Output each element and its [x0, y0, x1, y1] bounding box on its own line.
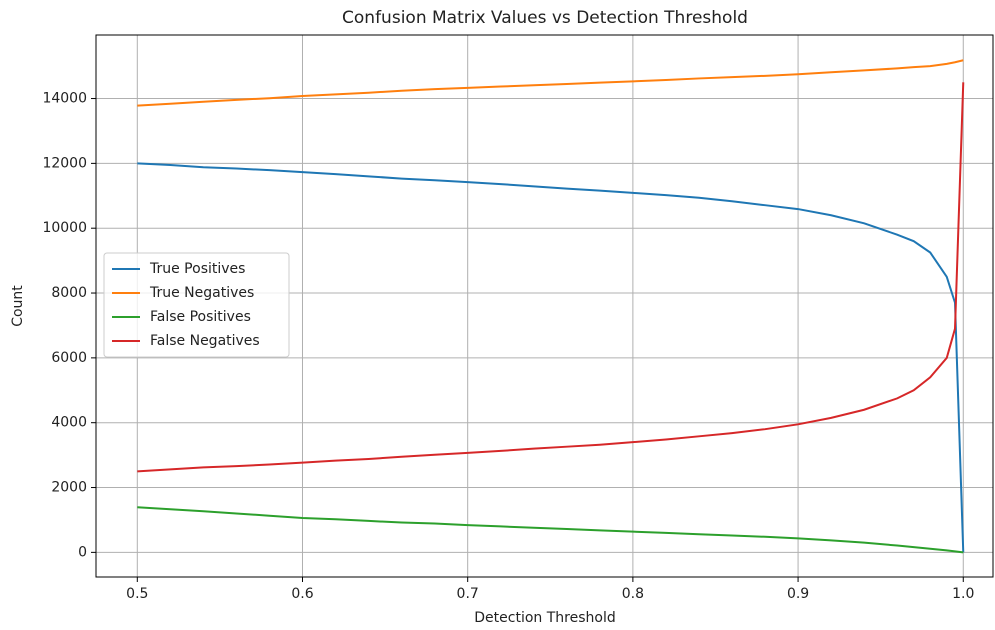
series-line — [137, 162, 965, 553]
legend-label: False Positives — [150, 309, 251, 325]
y-tick-label: 14000 — [42, 91, 87, 107]
legend: True Positives True Negatives False Positi… — [103, 252, 290, 358]
chart-title: Confusion Matrix Values vs Detection Thr… — [342, 8, 748, 28]
x-tick-label: 0.6 — [291, 586, 313, 602]
x-tick-label: 1.0 — [952, 586, 974, 602]
series-line — [137, 82, 965, 473]
series-line — [137, 506, 964, 554]
x-tick-label: 0.5 — [126, 586, 148, 602]
x-tick-label: 0.8 — [622, 586, 644, 602]
y-tick-label: 10000 — [42, 220, 87, 236]
legend-label: True Negatives — [149, 285, 254, 301]
legend-label: False Negatives — [150, 333, 260, 349]
y-tick-label: 12000 — [42, 155, 87, 171]
x-axis-label: Detection Threshold — [474, 610, 615, 626]
legend-label: True Positives — [149, 261, 245, 277]
series-line — [137, 59, 964, 107]
y-tick-label: 6000 — [51, 350, 87, 366]
y-tick-label: 4000 — [51, 415, 87, 431]
y-axis-label: Count — [10, 285, 26, 327]
legend-box — [103, 252, 290, 358]
y-tick-label: 8000 — [51, 285, 87, 301]
plot-frame — [95, 34, 994, 578]
y-tick-label: 0 — [78, 544, 87, 560]
x-tick-label: 0.9 — [787, 586, 809, 602]
y-tick-label: 2000 — [51, 480, 87, 496]
x-tick-label: 0.7 — [457, 586, 479, 602]
